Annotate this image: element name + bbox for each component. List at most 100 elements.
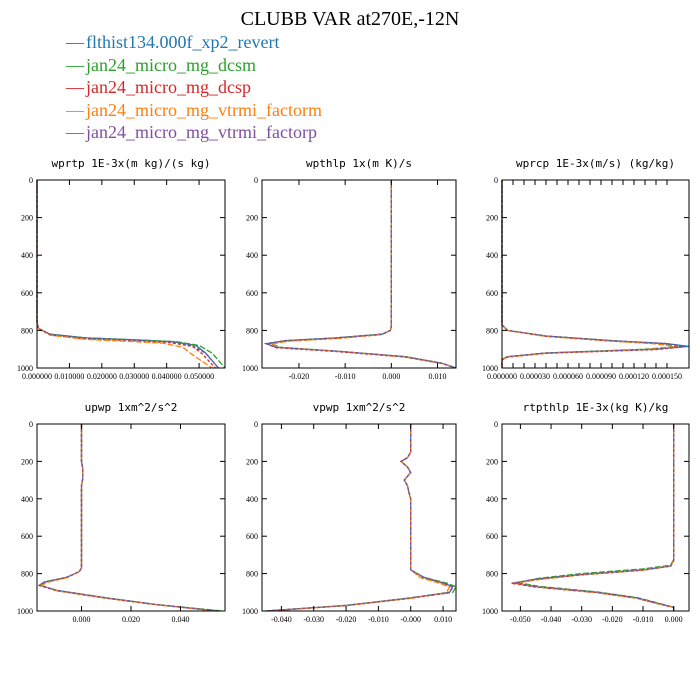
- series-line: [265, 424, 454, 612]
- x-tick-label: -0.020: [289, 372, 310, 381]
- x-tick-label: 0.000090: [586, 372, 616, 381]
- y-tick-label: 1000: [482, 607, 498, 616]
- plot-frame: [36, 423, 226, 612]
- series-line: [265, 424, 454, 612]
- x-tick-label: 0.040: [171, 615, 189, 624]
- x-tick-label: 0.010000: [54, 372, 84, 381]
- y-tick-label: 200: [21, 457, 33, 466]
- legend-item: — jan24_micro_mg_vtrmi_factorm: [66, 99, 322, 122]
- x-tick-label: 0.000: [73, 615, 91, 624]
- x-tick-label: 0.010: [429, 372, 447, 381]
- x-tick-label: 0.050000: [184, 372, 214, 381]
- y-tick-label: 400: [486, 495, 498, 504]
- series-line: [37, 424, 218, 612]
- y-tick-label: 800: [486, 326, 498, 335]
- x-tick-label: 0.000: [382, 372, 400, 381]
- legend-item: — jan24_micro_mg_dcsm: [66, 54, 322, 77]
- y-tick-label: 400: [246, 495, 258, 504]
- series-line: [37, 424, 218, 612]
- x-tick-label: 0.000030: [520, 372, 550, 381]
- y-tick-label: 400: [21, 495, 33, 504]
- series-line: [37, 424, 218, 612]
- y-tick-label: 800: [21, 570, 33, 579]
- x-tick-label: 0.000: [665, 615, 683, 624]
- legend-line-icon: —: [66, 32, 84, 52]
- x-tick-label: -0.000: [400, 615, 421, 624]
- y-tick-label: 0: [29, 176, 33, 185]
- x-tick-label: 0.020000: [87, 372, 117, 381]
- x-tick-label: 0.030000: [119, 372, 149, 381]
- y-tick-label: 200: [246, 457, 258, 466]
- legend-item: — jan24_micro_mg_vtrmi_factorp: [66, 121, 322, 144]
- panel: wprtp 1E-3x(m kg)/(s kg) 0 200 400 600 800 100…: [17, 157, 226, 381]
- x-tick-label: -0.030: [303, 615, 324, 624]
- plot-frame: [36, 179, 226, 369]
- y-tick-label: 600: [246, 289, 258, 298]
- panel: vpwp 1xm^2/s^2 0 200 400 600 800 1000 -0.040 -0.…: [242, 401, 457, 624]
- legend-label: jan24_micro_mg_vtrmi_factorp: [86, 122, 317, 142]
- y-tick-label: 0: [254, 420, 258, 429]
- series-line: [37, 424, 223, 612]
- panel: wprcp 1E-3x(m/s) (kg/kg) 0 200 400 600 800 100…: [482, 157, 690, 381]
- x-tick-label: -0.010: [368, 615, 389, 624]
- x-tick-label: 0.000000: [22, 372, 52, 381]
- x-tick-label: -0.020: [602, 615, 623, 624]
- series-line: [501, 180, 684, 368]
- x-tick-label: 0.000150: [652, 372, 682, 381]
- y-tick-label: 1000: [17, 364, 33, 373]
- y-tick-label: 800: [246, 326, 258, 335]
- x-tick-label: -0.010: [633, 615, 654, 624]
- y-tick-label: 400: [486, 251, 498, 260]
- legend-item: — flthist134.000f_xp2_revert: [66, 31, 322, 54]
- y-tick-label: 800: [21, 326, 33, 335]
- y-tick-label: 600: [246, 532, 258, 541]
- x-tick-label: 0.020: [122, 615, 140, 624]
- y-tick-label: 0: [254, 176, 258, 185]
- series-line: [268, 180, 457, 369]
- legend-line-icon: —: [66, 99, 84, 120]
- plot-frame: [501, 423, 690, 612]
- x-tick-label: -0.030: [571, 615, 592, 624]
- legend-label: jan24_micro_mg_dcsp: [86, 77, 251, 97]
- y-tick-label: 400: [21, 251, 33, 260]
- y-tick-label: 200: [486, 457, 498, 466]
- x-tick-label: 0.040000: [152, 372, 182, 381]
- y-tick-label: 1000: [17, 607, 33, 616]
- x-tick-label: -0.020: [336, 615, 357, 624]
- series-line: [264, 180, 457, 369]
- legend-label: flthist134.000f_xp2_revert: [86, 32, 280, 52]
- y-tick-label: 800: [246, 570, 258, 579]
- series-line: [517, 424, 675, 611]
- y-tick-label: 800: [486, 570, 498, 579]
- panel-title: wpthlp 1x(m K)/s: [306, 157, 412, 170]
- y-tick-label: 600: [486, 289, 498, 298]
- y-tick-label: 0: [494, 176, 498, 185]
- legend-line-icon: —: [66, 54, 84, 75]
- legend-item: — jan24_micro_mg_dcsp: [66, 76, 322, 99]
- legend-line-icon: —: [66, 77, 84, 97]
- panel: rtpthlp 1E-3x(kg K)/kg 0 200 400 600 800 1000 -…: [482, 401, 690, 624]
- y-tick-label: 1000: [482, 364, 498, 373]
- series-line: [514, 424, 675, 611]
- legend-label: jan24_micro_mg_dcsm: [86, 54, 256, 75]
- panel-title: wprtp 1E-3x(m kg)/(s kg): [52, 157, 211, 170]
- y-tick-label: 0: [494, 420, 498, 429]
- y-tick-label: 600: [21, 532, 33, 541]
- plot-frame: [261, 423, 457, 612]
- series-line: [514, 424, 675, 611]
- panel: wpthlp 1x(m K)/s 0 200 400 600 800 1000 -0.020 -…: [242, 157, 457, 381]
- y-tick-label: 0: [29, 420, 33, 429]
- y-tick-label: 200: [21, 214, 33, 223]
- x-tick-label: -0.050: [510, 615, 531, 624]
- series-line: [511, 424, 675, 611]
- series-line: [268, 424, 451, 612]
- y-tick-label: 1000: [242, 607, 258, 616]
- panel-title: upwp 1xm^2/s^2: [85, 401, 178, 414]
- x-tick-label: -0.040: [541, 615, 562, 624]
- series-line: [268, 424, 457, 612]
- panel-title: rtpthlp 1E-3x(kg K)/kg: [523, 401, 669, 414]
- series-line: [36, 180, 219, 369]
- series-line: [36, 180, 219, 369]
